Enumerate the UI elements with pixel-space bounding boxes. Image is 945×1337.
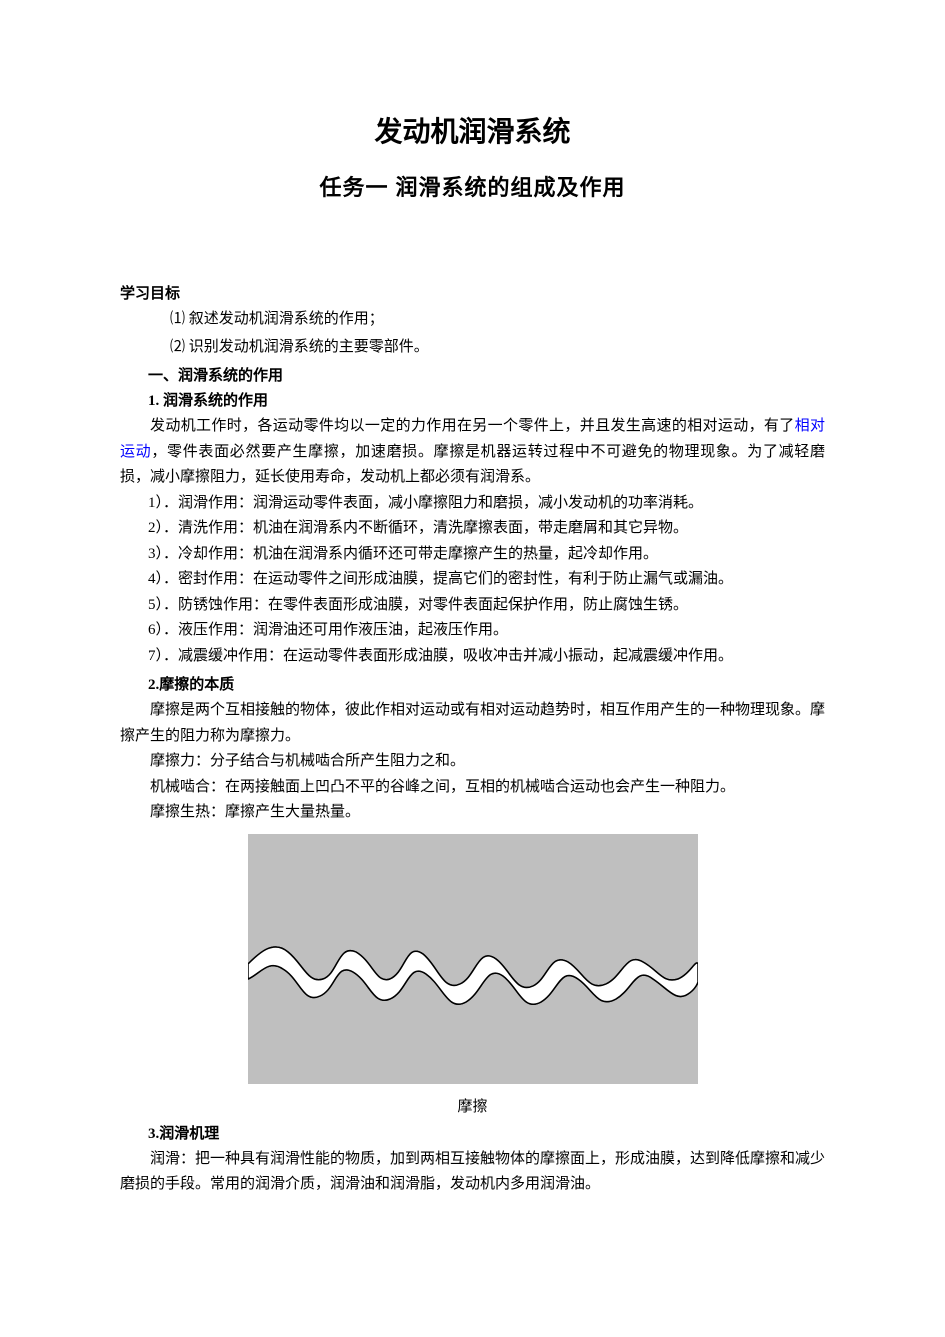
learning-objective-heading: 学习目标 <box>120 282 825 303</box>
function-item-2: 2）．清洗作用：机油在润滑系内不断循环，清洗摩擦表面，带走磨屑和其它异物。 <box>148 516 825 542</box>
sub-2-heading: 2.摩擦的本质 <box>148 673 825 694</box>
friction-figure <box>120 834 825 1089</box>
lubrication-para: 润滑：把一种具有润滑性能的物质，加到两相互接触物体的摩擦面上，形成油膜，达到降低… <box>120 1147 825 1198</box>
function-item-7: 7）．减震缓冲作用：在运动零件表面形成油膜，吸收冲击并减小振动，起减震缓冲作用。 <box>148 644 825 670</box>
function-item-4: 4）．密封作用：在运动零件之间形成油膜，提高它们的密封性，有利于防止漏气或漏油。 <box>148 567 825 593</box>
friction-para-3: 机械啮合：在两接触面上凹凸不平的谷峰之间，互相的机械啮合运动也会产生一种阻力。 <box>120 775 825 801</box>
figure-bg <box>248 834 698 1084</box>
objective-2: ⑵ 识别发动机润滑系统的主要零部件。 <box>170 335 825 361</box>
intro-paragraph: 发动机工作时，各运动零件均以一定的力作用在另一个零件上，并且发生高速的相对运动，… <box>120 414 825 491</box>
friction-para-1: 摩擦是两个互相接触的物体，彼此作相对运动或有相对运动趋势时，相互作用产生的一种物… <box>120 698 825 749</box>
intro-part1: 发动机工作时，各运动零件均以一定的力作用在另一个零件上，并且发生高速的相对运动，… <box>150 418 795 434</box>
sub-3-heading: 3.润滑机理 <box>148 1122 825 1143</box>
document-page: 发动机润滑系统 任务一 润滑系统的组成及作用 学习目标 ⑴ 叙述发动机润滑系统的… <box>0 0 945 1278</box>
friction-para-2: 摩擦力：分子结合与机械啮合所产生阻力之和。 <box>120 749 825 775</box>
function-item-3: 3）．冷却作用：机油在润滑系内循环还可带走摩擦产生的热量，起冷却作用。 <box>148 542 825 568</box>
function-item-6: 6）．液压作用：润滑油还可用作液压油，起液压作用。 <box>148 618 825 644</box>
friction-diagram-svg <box>248 834 698 1084</box>
friction-para-4: 摩擦生热：摩擦产生大量热量。 <box>120 800 825 826</box>
function-item-1: 1）．润滑作用：润滑运动零件表面，减小摩擦阻力和磨损，减小发动机的功率消耗。 <box>148 491 825 517</box>
sub-1-heading: 1. 润滑系统的作用 <box>148 389 825 410</box>
figure-caption: 摩擦 <box>120 1095 825 1116</box>
function-item-5: 5）．防锈蚀作用：在零件表面形成油膜，对零件表面起保护作用，防止腐蚀生锈。 <box>148 593 825 619</box>
objective-1: ⑴ 叙述发动机润滑系统的作用； <box>170 307 825 333</box>
section-1-heading: 一、润滑系统的作用 <box>148 364 825 385</box>
intro-part2: ，零件表面必然要产生摩擦，加速磨损。摩擦是机器运转过程中不可避免的物理现象。为了… <box>120 444 825 486</box>
subtitle: 任务一 润滑系统的组成及作用 <box>120 170 825 202</box>
main-title: 发动机润滑系统 <box>120 110 825 150</box>
